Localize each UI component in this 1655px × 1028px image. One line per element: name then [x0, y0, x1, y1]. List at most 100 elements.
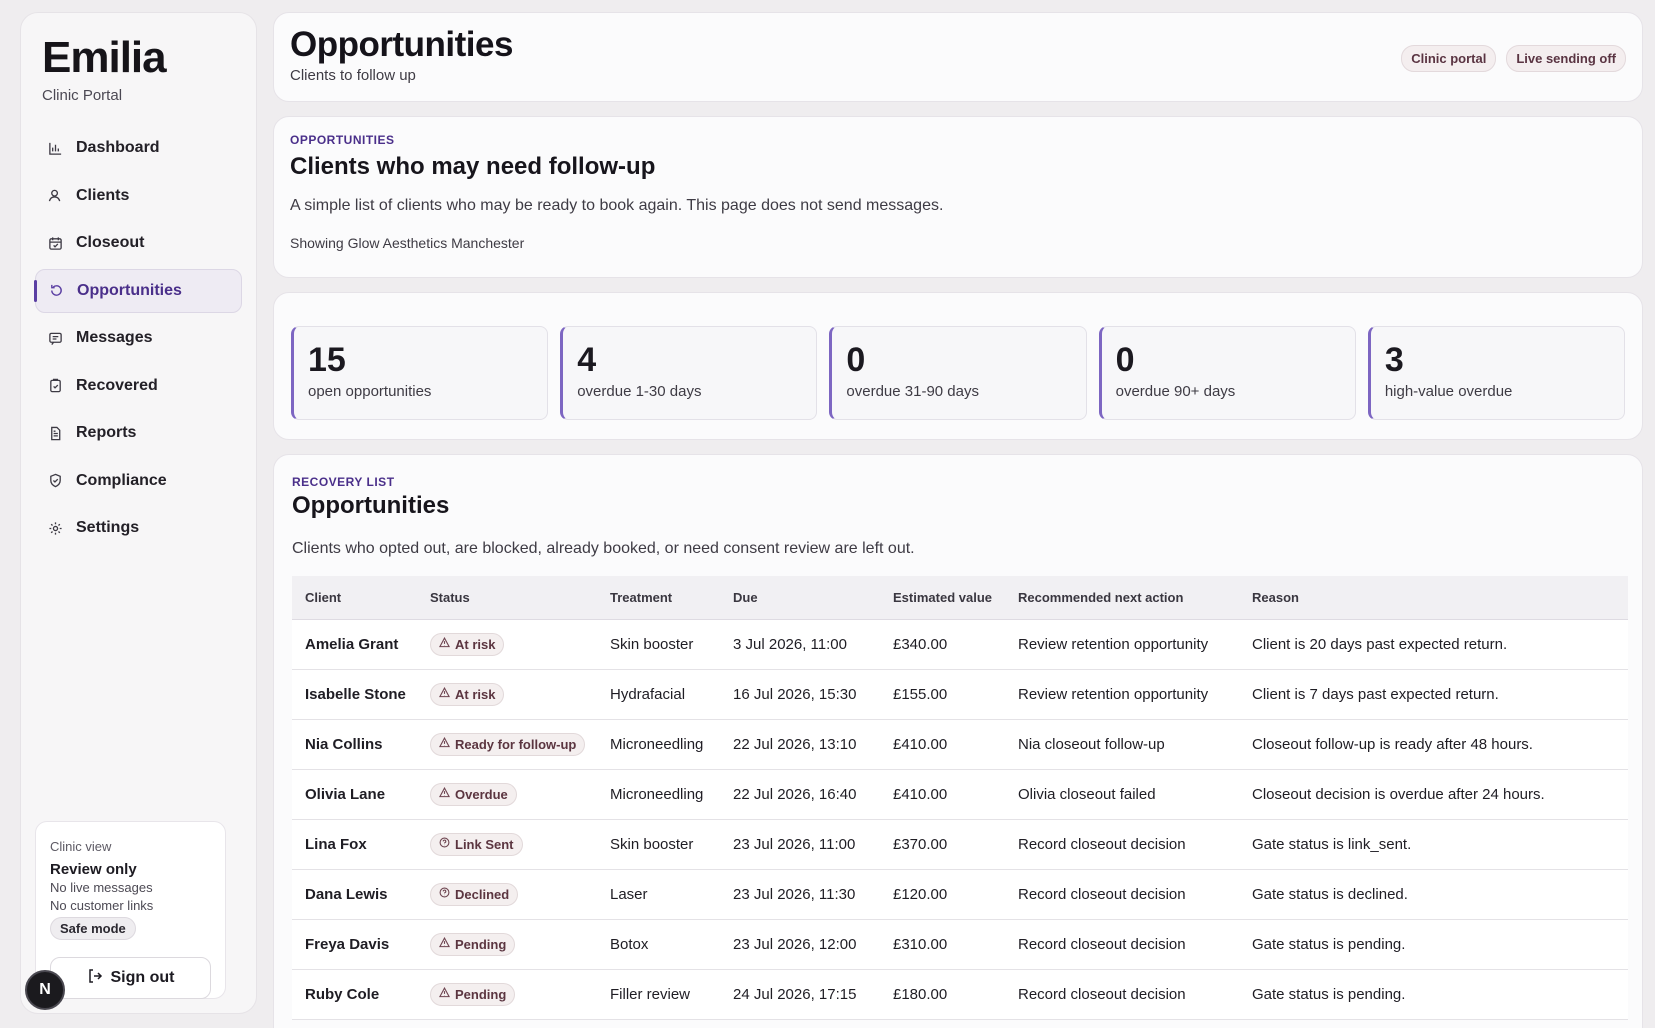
treatment: Skin booster: [597, 819, 720, 870]
status-cell: Link Sent: [417, 819, 597, 870]
estimated-value: £410.00: [880, 769, 1005, 820]
brand-title: Emilia: [42, 33, 167, 82]
sidebar-item-dashboard[interactable]: Dashboard: [35, 126, 242, 170]
clinic-view-line: No customer links: [50, 898, 154, 913]
table-row[interactable]: Freya Davis Pending Botox 23 Jul 2026, 12:0…: [292, 919, 1628, 970]
warning-icon: [438, 986, 451, 1001]
status-label: Ready for follow-up: [455, 736, 577, 752]
table-row[interactable]: Lina Fox Link Sent Skin booster 23 Jul 2026…: [292, 819, 1628, 870]
sidebar-item-label: Compliance: [76, 471, 167, 489]
stat-value: 3: [1384, 341, 1404, 379]
status-label: Pending: [455, 986, 507, 1002]
sidebar-item-label: Recovered: [76, 376, 158, 394]
estimated-value: £310.00: [880, 919, 1005, 970]
table-row[interactable]: Nia Collins Ready for follow-up Microneedl…: [292, 719, 1628, 770]
page-subtitle: Clients to follow up: [290, 67, 416, 84]
status-badge: Overdue: [430, 782, 517, 806]
sidebar-item-opportunities[interactable]: Opportunities: [34, 268, 242, 313]
table-row[interactable]: Amelia Grant At risk Skin booster 3 Jul 202…: [292, 619, 1628, 670]
stat-value: 15: [308, 341, 346, 379]
table-row[interactable]: Dana Lewis Declined Laser 23 Jul 2026, 11:3…: [292, 869, 1628, 920]
stat-card: 4 overdue 1-30 days: [560, 326, 818, 420]
next-action: Record closeout decision: [1005, 919, 1239, 970]
sidebar-item-reports[interactable]: Reports: [35, 411, 242, 455]
client-name: Olivia Lane: [292, 769, 417, 820]
intro-panel: OPPORTUNITIES Clients who may need follo…: [273, 116, 1643, 278]
sidebar-item-closeout[interactable]: Closeout: [35, 221, 242, 265]
stat-label: open opportunities: [308, 383, 432, 400]
table-header-row: Client Status Treatment Due Estimated va…: [292, 576, 1628, 620]
warning-icon: [438, 636, 451, 651]
opportunities-table: Client Status Treatment Due Estimated va…: [292, 576, 1628, 1020]
list-description: Clients who opted out, are blocked, alre…: [292, 540, 915, 557]
column-header-reason[interactable]: Reason: [1239, 576, 1628, 620]
list-title: Opportunities: [292, 492, 450, 519]
stat-card: 15 open opportunities: [291, 326, 549, 420]
column-header-next-action[interactable]: Recommended next action: [1005, 576, 1239, 620]
due-date: 23 Jul 2026, 12:00: [720, 919, 880, 970]
stat-label: overdue 1-30 days: [577, 383, 702, 400]
stat-card: 0 overdue 31-90 days: [829, 326, 1087, 420]
sign-out-icon: [87, 968, 103, 989]
next-action: Record closeout decision: [1005, 969, 1239, 1020]
status-cell: At risk: [417, 619, 597, 670]
due-date: 23 Jul 2026, 11:00: [720, 819, 880, 870]
sidebar-item-compliance[interactable]: Compliance: [35, 459, 242, 503]
next-action: Record closeout decision: [1005, 819, 1239, 870]
intro-title: Clients who may need follow-up: [290, 153, 656, 180]
due-date: 22 Jul 2026, 16:40: [720, 769, 880, 820]
stat-value: 0: [1115, 341, 1135, 379]
table-row[interactable]: Isabelle Stone At risk Hydrafacial 16 Jul 2…: [292, 669, 1628, 720]
sidebar-item-label: Closeout: [76, 234, 145, 251]
stat-value: 0: [846, 341, 866, 379]
sidebar-item-label: Clients: [76, 186, 130, 204]
clinic-portal-badge: Clinic portal: [1401, 45, 1497, 72]
next-action: Nia closeout follow-up: [1005, 719, 1239, 770]
stat-label: overdue 31-90 days: [846, 383, 979, 400]
column-header-treatment[interactable]: Treatment: [597, 576, 720, 620]
estimated-value: £340.00: [880, 619, 1005, 670]
client-name: Nia Collins: [292, 719, 417, 770]
column-header-client[interactable]: Client: [292, 576, 417, 620]
warning-icon: [438, 786, 451, 801]
column-header-estimated-value[interactable]: Estimated value: [880, 576, 1005, 620]
status-badge: Pending: [430, 932, 516, 956]
warning-icon: [438, 686, 451, 701]
chart-icon: [47, 140, 63, 156]
sidebar-item-label: Dashboard: [76, 139, 160, 156]
status-cell: Declined: [417, 869, 597, 920]
sidebar-item-settings[interactable]: Settings: [35, 506, 242, 550]
clinic-name-note: Showing Glow Aesthetics Manchester: [290, 235, 525, 251]
due-date: 16 Jul 2026, 15:30: [720, 669, 880, 720]
intro-eyebrow: OPPORTUNITIES: [290, 133, 395, 147]
clinic-view-label: Clinic view: [50, 839, 112, 854]
column-header-due[interactable]: Due: [720, 576, 880, 620]
avatar[interactable]: N: [25, 970, 65, 1010]
estimated-value: £410.00: [880, 719, 1005, 770]
sign-out-label: Sign out: [110, 969, 175, 986]
sign-out-button[interactable]: Sign out: [50, 957, 211, 999]
gear-icon: [47, 520, 63, 536]
sidebar-item-clients[interactable]: Clients: [35, 174, 242, 218]
status-badge: At risk: [430, 682, 505, 706]
estimated-value: £155.00: [880, 669, 1005, 720]
status-label: Pending: [455, 936, 507, 952]
status-label: Link Sent: [455, 836, 514, 852]
reason: Closeout follow-up is ready after 48 hou…: [1239, 719, 1628, 770]
stat-value: 4: [577, 341, 597, 379]
next-action: Review retention opportunity: [1005, 669, 1239, 720]
sidebar-item-recovered[interactable]: Recovered: [35, 364, 242, 408]
status-label: Declined: [455, 886, 510, 902]
estimated-value: £180.00: [880, 969, 1005, 1020]
treatment: Hydrafacial: [597, 669, 720, 720]
intro-description: A simple list of clients who may be read…: [290, 197, 944, 214]
column-header-status[interactable]: Status: [417, 576, 597, 620]
table-row[interactable]: Ruby Cole Pending Filler review 24 Jul 2026…: [292, 969, 1628, 1020]
header-badges: Clinic portal Live sending off: [1401, 45, 1626, 72]
due-date: 22 Jul 2026, 13:10: [720, 719, 880, 770]
treatment: Microneedling: [597, 719, 720, 770]
reason: Client is 7 days past expected return.: [1239, 669, 1628, 720]
stat-card: 3 high-value overdue: [1367, 326, 1626, 420]
table-row[interactable]: Olivia Lane Overdue Microneedling 22 Jul 20…: [292, 769, 1628, 820]
sidebar-item-messages[interactable]: Messages: [35, 316, 242, 360]
